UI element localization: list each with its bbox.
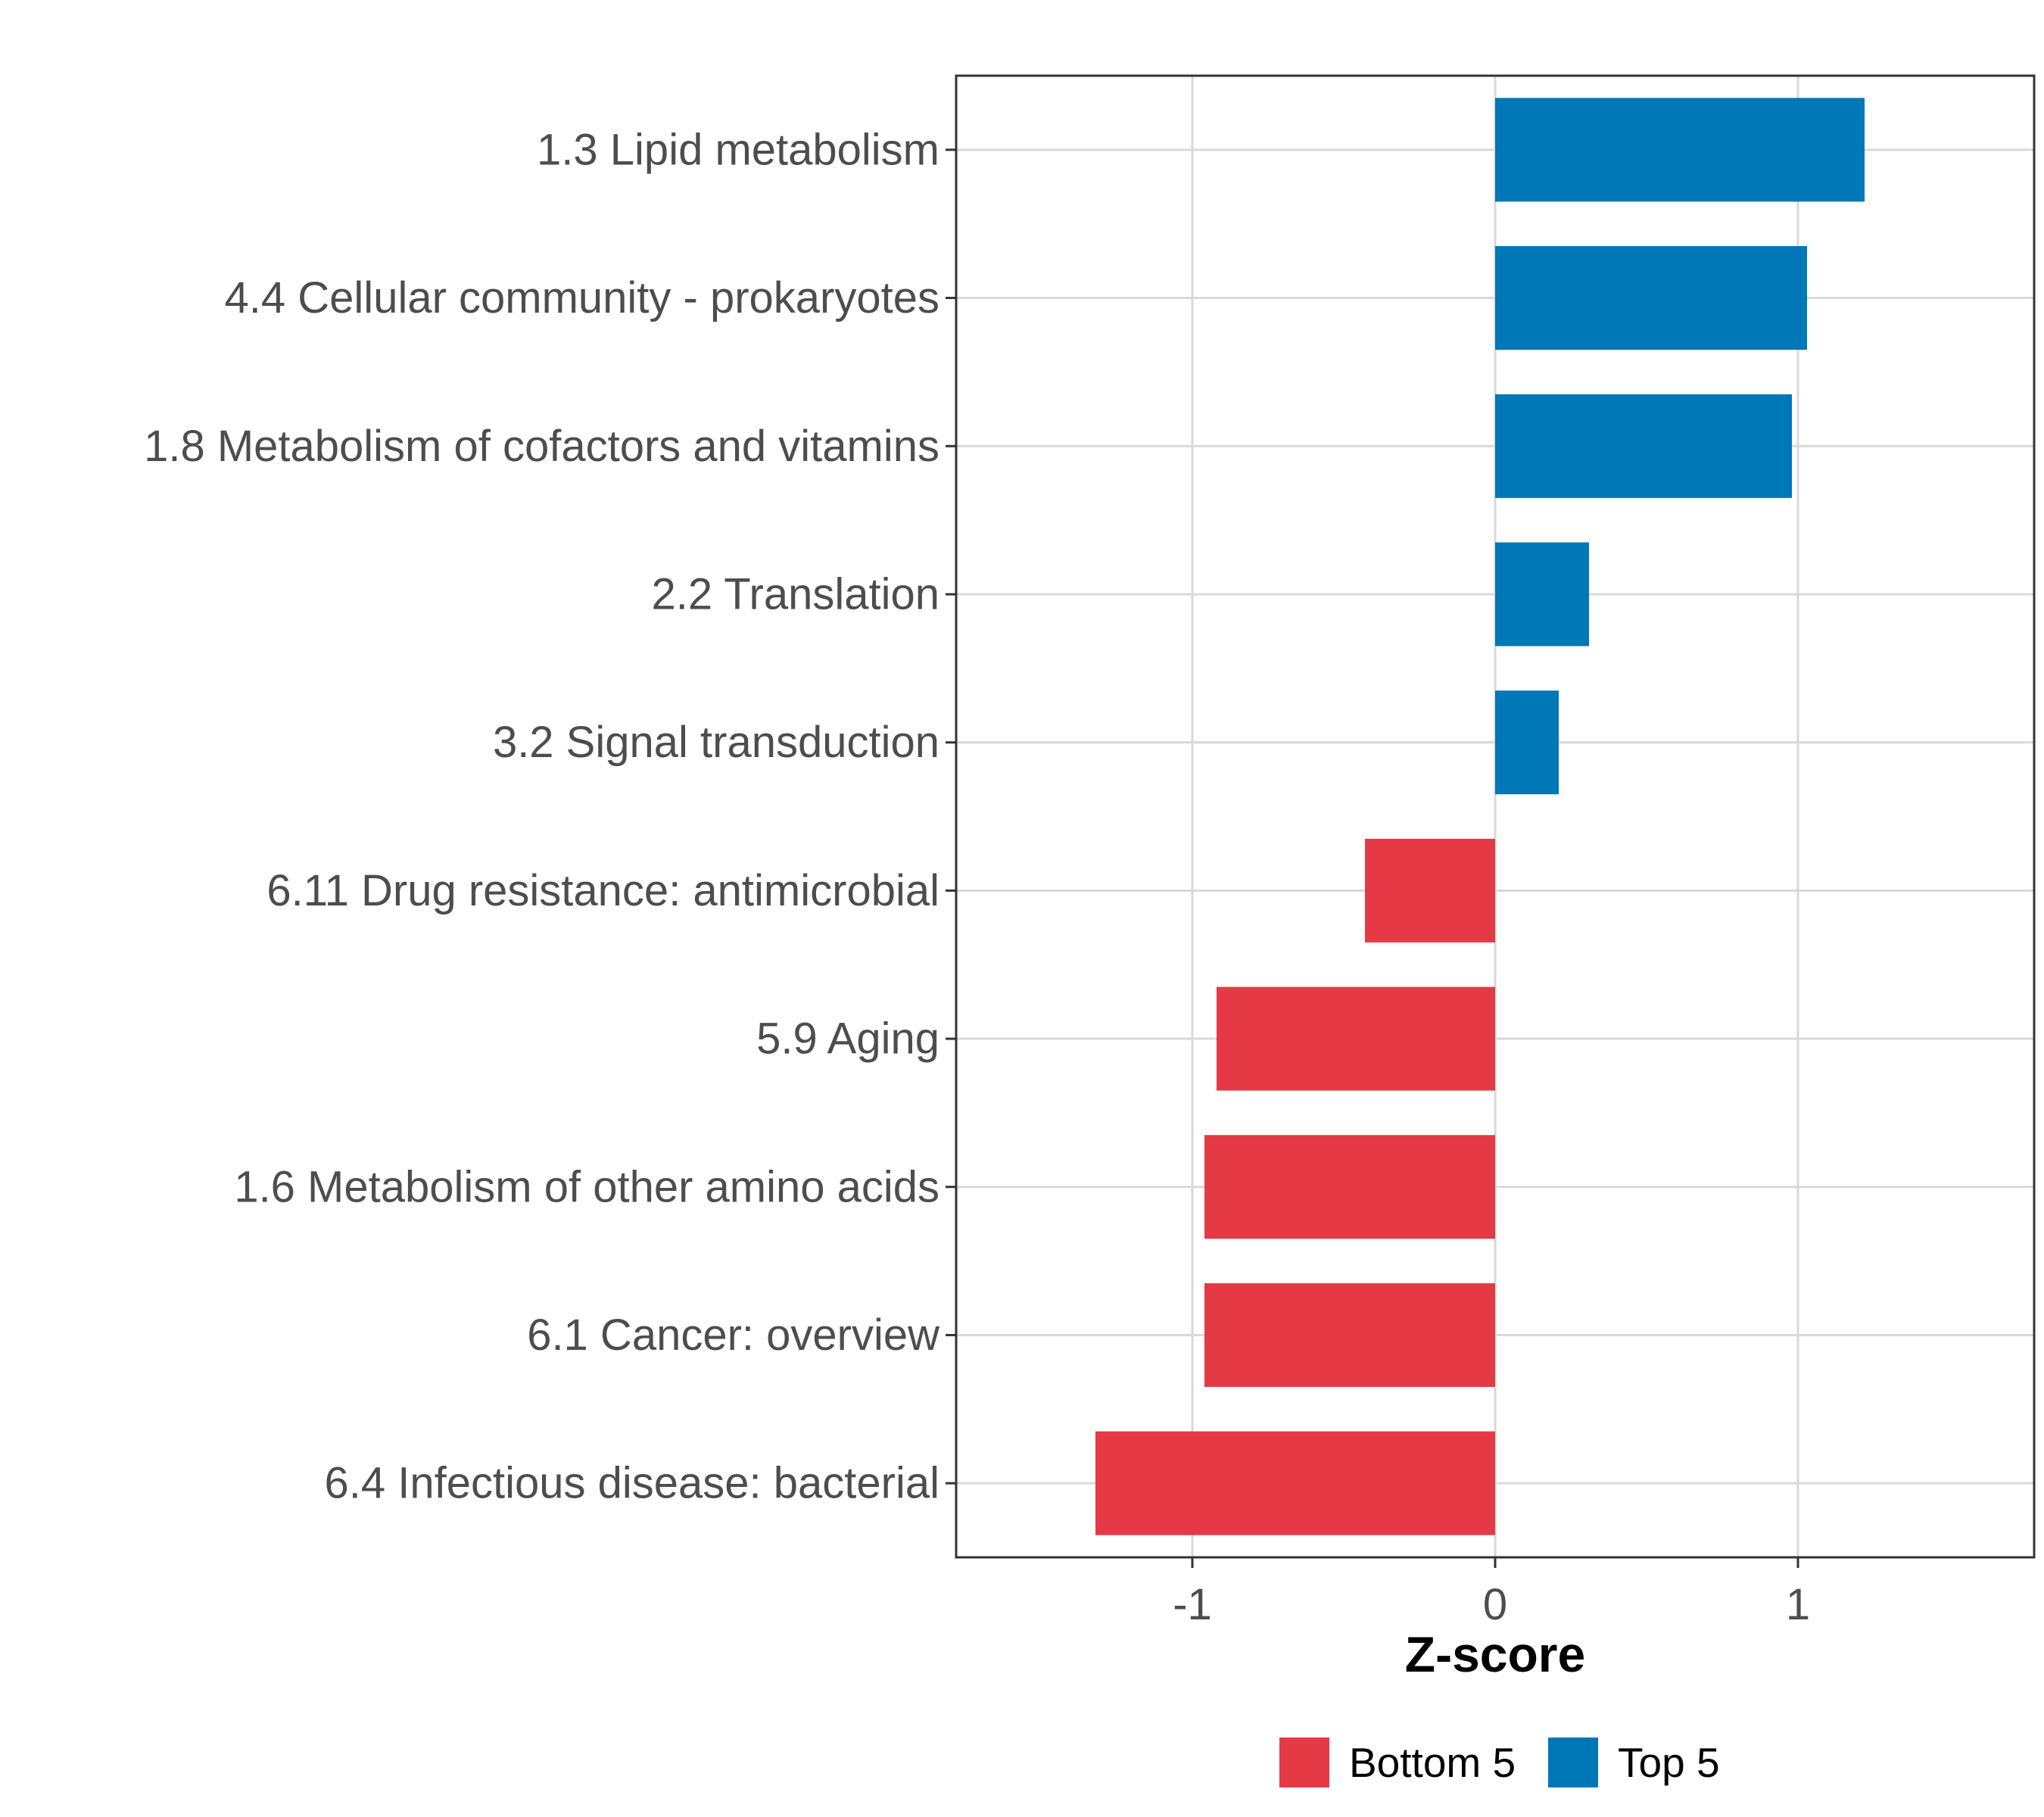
legend: Bottom 5 Top 5 [1279,1738,1720,1787]
bar-6-4-infectious-disease-bacterial [1095,1431,1495,1535]
category-label-3-2-signal-transduction: 3.2 Signal transduction [493,718,939,767]
category-label-layer: 1.3 Lipid metabolism 4.4 Cellular communi… [144,125,940,1507]
x-axis-title: Z-score [1405,1626,1585,1682]
bar-3-2-signal-transduction [1495,690,1559,795]
legend-key-top-5 [1548,1738,1598,1787]
legend-key-bottom-5 [1279,1738,1329,1787]
bar-6-1-cancer-overview [1204,1282,1495,1387]
bar-5-9-aging [1217,986,1495,1091]
category-label-1-3-lipid-metabolism: 1.3 Lipid metabolism [537,125,939,174]
tick-layer: -1 0 1 [946,148,1810,1629]
bar-2-2-translation [1495,542,1589,647]
x-tick-label-2: 1 [1786,1580,1810,1629]
category-label-6-11-drug-resistance-antimicrobial: 6.11 Drug resistance: antimicrobial [266,866,939,915]
legend-label-bottom-5: Bottom 5 [1349,1739,1516,1786]
bar-1-8-metabolism-of-cofactors-and-vitamins [1495,394,1792,498]
bar-4-4-cellular-community-prokaryotes [1495,246,1807,351]
bar-layer [1095,98,1865,1535]
category-label-6-1-cancer-overview: 6.1 Cancer: overview [527,1311,940,1360]
bar-6-11-drug-resistance-antimicrobial [1365,838,1495,943]
category-label-6-4-infectious-disease-bacterial: 6.4 Infectious disease: bacterial [325,1459,939,1508]
bar-1-6-metabolism-of-other-amino-acids [1204,1135,1495,1239]
category-label-2-2-translation: 2.2 Translation [652,569,939,619]
category-label-4-4-cellular-community-prokaryotes: 4.4 Cellular community - prokaryotes [225,273,939,323]
legend-label-top-5: Top 5 [1618,1739,1720,1786]
category-label-5-9-aging: 5.9 Aging [756,1014,939,1064]
x-tick-label-1: 0 [1483,1580,1507,1629]
category-label-1-8-metabolism-of-cofactors-and-vitamins: 1.8 Metabolism of cofactors and vitamins [144,422,939,471]
x-tick-label-0: -1 [1173,1580,1212,1629]
bar-1-3-lipid-metabolism [1495,98,1865,202]
category-label-1-6-metabolism-of-other-amino-acids: 1.6 Metabolism of other amino acids [234,1162,939,1211]
